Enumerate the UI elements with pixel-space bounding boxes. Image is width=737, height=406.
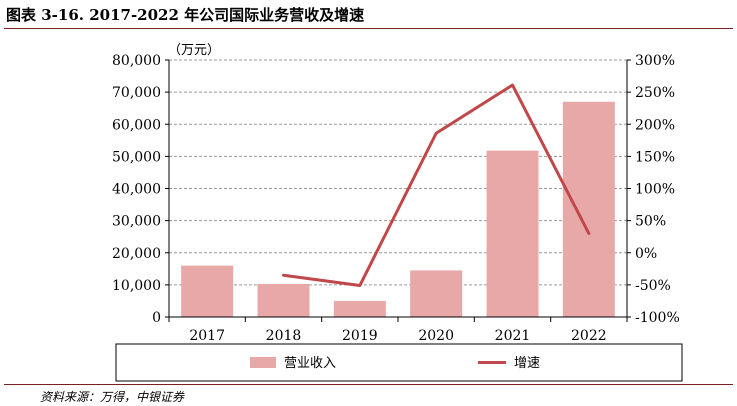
bar-series bbox=[181, 101, 615, 317]
source-note: 资料来源：万得，中银证券 bbox=[40, 390, 185, 404]
tick-labels: 0 10,000 20,000 30,000 40,000 50,000 60,000 70,… bbox=[112, 53, 680, 344]
y-right-tick-label: -50% bbox=[635, 278, 671, 294]
y-left-tick-label: 10,000 bbox=[112, 278, 161, 294]
y-left-tick-label: 80,000 bbox=[112, 53, 161, 69]
source-divider bbox=[4, 384, 733, 385]
y-left-tick-label: 40,000 bbox=[112, 182, 161, 198]
y-right-tick-label: 100% bbox=[635, 182, 675, 198]
axes bbox=[165, 59, 631, 322]
y-left-tick-label: 30,000 bbox=[112, 214, 161, 230]
chart-title: 图表 3-16. 2017-2022 年公司国际业务营收及增速 bbox=[6, 6, 365, 24]
y-right-tick-label: 300% bbox=[635, 53, 675, 69]
x-tick-label: 2017 bbox=[189, 328, 225, 344]
x-tick-label: 2022 bbox=[571, 328, 607, 344]
bar-2021 bbox=[486, 150, 539, 317]
legend: 营业收入 增速 bbox=[115, 343, 683, 382]
legend-box bbox=[115, 343, 683, 382]
bar-2020 bbox=[410, 270, 463, 317]
x-tick-label: 2021 bbox=[495, 328, 531, 344]
y-right-tick-label: -100% bbox=[635, 310, 680, 326]
legend-label-line: 增速 bbox=[514, 356, 540, 371]
y-right-tick-label: 200% bbox=[635, 117, 675, 133]
y-left-tick-label: 50,000 bbox=[112, 149, 161, 165]
y-right-tick-label: 250% bbox=[635, 85, 675, 101]
y-right-tick-label: 50% bbox=[635, 214, 666, 230]
y-left-tick-label: 20,000 bbox=[112, 246, 161, 262]
bar-2017 bbox=[181, 265, 234, 317]
y-right-tick-label: 150% bbox=[635, 149, 675, 165]
bar-2019 bbox=[333, 300, 386, 317]
bar-2022 bbox=[562, 101, 615, 317]
y-left-tick-label: 60,000 bbox=[112, 117, 161, 133]
line-series bbox=[282, 83, 591, 288]
growth-line bbox=[282, 83, 591, 288]
legend-label-bar: 营业收入 bbox=[284, 356, 336, 371]
y-left-tick-label: 70,000 bbox=[112, 85, 161, 101]
y-left-tick-label: 0 bbox=[152, 310, 161, 326]
bar-2018 bbox=[257, 283, 310, 317]
legend-swatch-bar bbox=[250, 357, 276, 368]
title-divider bbox=[4, 28, 733, 29]
unit-label: （万元） bbox=[168, 43, 220, 58]
x-tick-label: 2018 bbox=[266, 328, 302, 344]
x-tick-label: 2020 bbox=[418, 328, 454, 344]
y-right-tick-label: 0% bbox=[635, 246, 657, 262]
x-tick-label: 2019 bbox=[342, 328, 378, 344]
